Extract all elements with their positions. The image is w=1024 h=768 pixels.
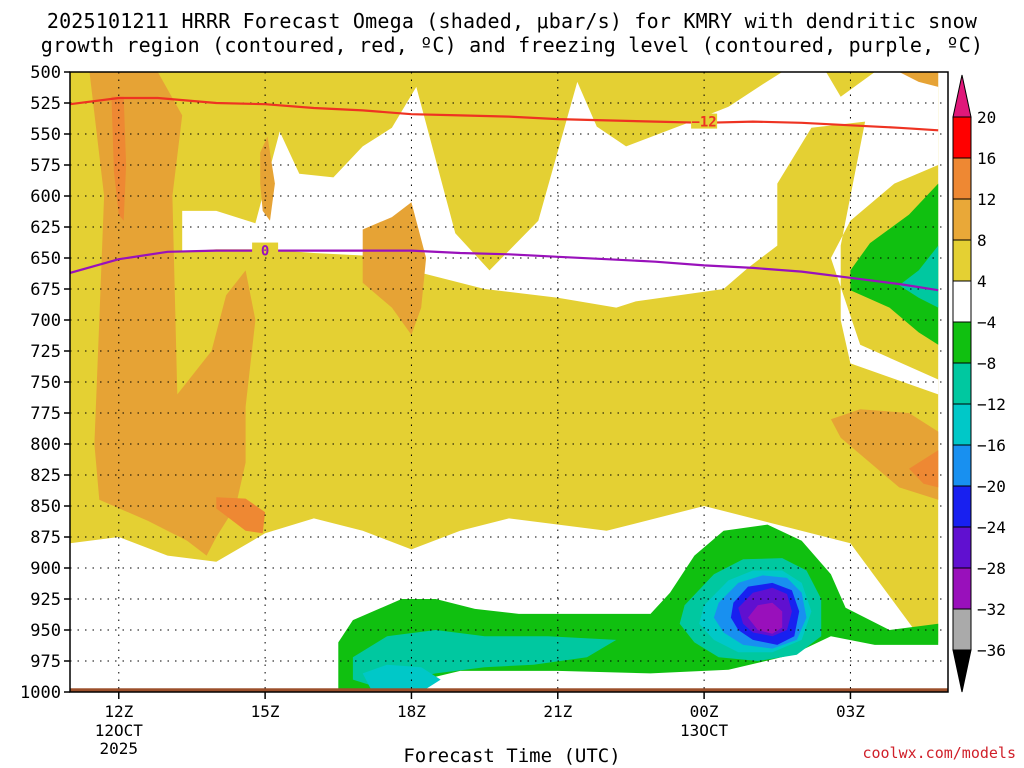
colorbar-segment-5	[952, 321, 972, 364]
colorbar-segment-6	[952, 362, 972, 405]
region-orange-12-16-left-band	[111, 96, 127, 221]
colorbar-label-10: −24	[977, 518, 1006, 537]
region-purple-28-32	[748, 602, 783, 634]
y-tick-label-975: 975	[30, 652, 61, 672]
region-orange-8-12-mid	[362, 202, 427, 335]
colorbar-segment-12	[952, 608, 972, 651]
x-tick-label-21Z: 21Z	[543, 702, 572, 721]
colorbar-label-5: −4	[977, 313, 996, 332]
region-white-upper-left-gap	[182, 72, 939, 395]
ground-surface	[70, 688, 948, 692]
y-tick-label-625: 625	[30, 218, 61, 238]
x-tick-sublabel-2025: 2025	[100, 739, 139, 758]
colorbar-segment-8	[952, 444, 972, 487]
x-tick-label-00Z: 00Z	[690, 702, 719, 721]
contour-lines: −12 0	[70, 96, 939, 292]
colorbar-label-8: −16	[977, 436, 1006, 455]
y-tick-label-825: 825	[30, 466, 61, 486]
colorbar-label-4: 4	[977, 272, 987, 291]
y-tick-label-775: 775	[30, 404, 61, 424]
contour-label-minus12-dendritic: −12	[691, 115, 716, 131]
region-orange-8-12-left	[89, 72, 256, 556]
chart-title-line-1: 2025101211 HRRR Forecast Omega (shaded, …	[46, 9, 978, 33]
region-orange-8-12-right	[830, 409, 939, 500]
y-tick-label-575: 575	[30, 156, 61, 176]
region-orange-8-12-right-top	[899, 72, 939, 87]
y-tick-label-725: 725	[30, 342, 61, 362]
colorbar: 20 16 12 8 4 −4 −8 −12 −16 −20 −24 −28 −32 −36	[952, 74, 1006, 693]
colorbar-segment-3	[952, 239, 972, 282]
y-tick-label-875: 875	[30, 528, 61, 548]
axes: 500 525 550 575 600 625 650 675 700 725 750 775 800 8…	[20, 63, 949, 758]
y-tick-label-950: 950	[30, 621, 61, 641]
y-tick-label-1000: 1000	[20, 683, 61, 703]
colorbar-label-2: 12	[977, 190, 996, 209]
colorbar-segment-9	[952, 485, 972, 528]
y-tick-label-500: 500	[30, 63, 61, 83]
colorbar-segment-1	[952, 157, 972, 200]
plot-area	[70, 72, 948, 692]
region-teal-upper-right	[899, 245, 939, 308]
x-axis-label: Forecast Time (UTC)	[403, 745, 621, 767]
source-credit: coolwx.com/models	[862, 744, 1016, 762]
y-tick-label-700: 700	[30, 311, 61, 331]
y-tick-label-925: 925	[30, 590, 61, 610]
x-tick-label-18Z: 18Z	[397, 702, 426, 721]
x-tick-sublabel-12OCT: 12OCT	[95, 721, 144, 740]
y-tick-label-750: 750	[30, 373, 61, 393]
colorbar-segment-4	[952, 280, 972, 323]
y-tick-label-675: 675	[30, 280, 61, 300]
y-tick-label-850: 850	[30, 497, 61, 517]
colorbar-label-1: 16	[977, 149, 996, 168]
contour-minus12-dendritic	[70, 96, 939, 132]
colorbar-segment-11	[952, 567, 972, 610]
region-orange-8-12-thin	[260, 136, 275, 221]
region-cyan-lower	[362, 664, 441, 692]
colorbar-top-arrow	[952, 74, 972, 118]
y-tick-label-525: 525	[30, 94, 61, 114]
y-tick-label-550: 550	[30, 125, 61, 145]
region-green-upper-right	[850, 183, 939, 345]
chart-title-line-2: growth region (contoured, red, ºC) and f…	[40, 33, 984, 57]
region-orange-12-16-right	[909, 450, 939, 488]
colorbar-bottom-arrow	[952, 649, 972, 693]
colorbar-label-0: 20	[977, 108, 996, 127]
colorbar-label-6: −8	[977, 354, 996, 373]
contour-label-zero-freezing-level: 0	[261, 244, 269, 260]
y-tick-label-650: 650	[30, 249, 61, 269]
y-tick-label-900: 900	[30, 559, 61, 579]
colorbar-segment-2	[952, 198, 972, 241]
colorbar-segment-10	[952, 526, 972, 569]
contour-zero-freezing-level	[70, 249, 939, 292]
colorbar-label-11: −28	[977, 559, 1006, 578]
y-tick-label-800: 800	[30, 435, 61, 455]
x-tick-label-03Z: 03Z	[836, 702, 865, 721]
colorbar-label-13: −36	[977, 641, 1006, 660]
x-tick-label-15Z: 15Z	[251, 702, 280, 721]
y-tick-label-600: 600	[30, 187, 61, 207]
x-tick-sublabel-13OCT: 13OCT	[680, 721, 729, 740]
contour-label-bg-minus12-dendritic	[691, 113, 718, 129]
x-tick-label-12Z: 12Z	[104, 702, 133, 721]
colorbar-label-7: −12	[977, 395, 1006, 414]
colorbar-label-12: −32	[977, 600, 1006, 619]
colorbar-segment-7	[952, 403, 972, 446]
colorbar-label-3: 8	[977, 231, 987, 250]
colorbar-segment-0	[952, 116, 972, 159]
contour-label-bg-zero-freezing-level	[252, 242, 279, 258]
colorbar-label-9: −20	[977, 477, 1006, 496]
